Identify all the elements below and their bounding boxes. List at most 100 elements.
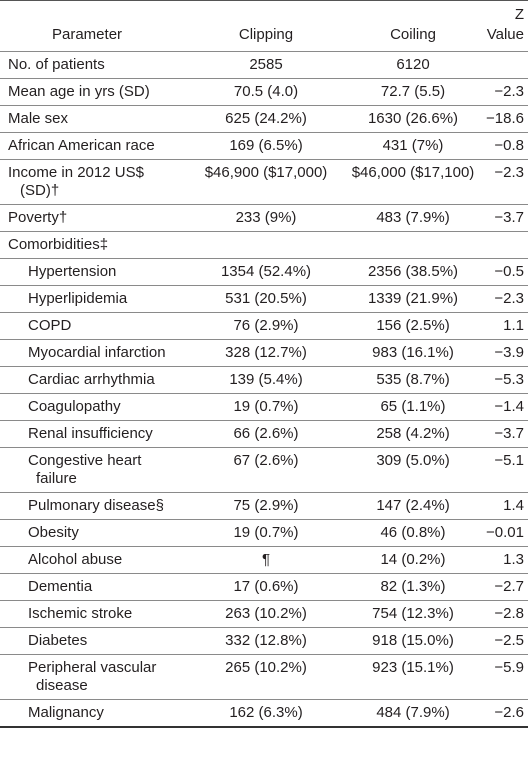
- clipping-cell: 67 (2.6%): [186, 447, 346, 493]
- table-row: Peripheral vascular disease 265 (10.2%) 92…: [0, 654, 528, 700]
- z-value-cell: −5.3: [480, 366, 528, 394]
- coiling-cell: 754 (12.3%): [346, 600, 480, 628]
- z-value-cell: 1.1: [480, 312, 528, 340]
- parameter-cell: Myocardial infarction: [0, 339, 186, 367]
- table-row: Alcohol abuse ¶ 14 (0.2%) 1.3: [0, 546, 528, 574]
- column-header: Z Value: [486, 6, 524, 43]
- coiling-cell: 147 (2.4%): [346, 492, 480, 520]
- z-value-cell: −1.4: [480, 393, 528, 421]
- table-row: African American race 169 (6.5%) 431 (7%) −…: [0, 132, 528, 160]
- table-row: Myocardial infarction 328 (12.7%) 983 (16.…: [0, 339, 528, 367]
- clipping-cell: 19 (0.7%): [186, 393, 346, 421]
- parameter-cell: Ischemic stroke: [0, 600, 186, 628]
- table-row: COPD 76 (2.9%) 156 (2.5%) 1.1: [0, 312, 528, 340]
- parameter-cell: Cardiac arrhythmia: [0, 366, 186, 394]
- z-value-cell: −2.8: [480, 600, 528, 628]
- parameter-cell: Hyperlipidemia: [0, 285, 186, 313]
- table-body: No. of patients 2585 6120 Mean age in yrs (…: [0, 51, 528, 728]
- parameter-cell: COPD: [0, 312, 186, 340]
- z-value-cell: 1.4: [480, 492, 528, 520]
- parameter-cell: Obesity: [0, 519, 186, 547]
- table-row: Ischemic stroke 263 (10.2%) 754 (12.3%) −2.…: [0, 600, 528, 628]
- coiling-cell: 6120: [346, 51, 480, 79]
- table-row: Mean age in yrs (SD) 70.5 (4.0) 72.7 (5.5)…: [0, 78, 528, 106]
- table-row: Cardiac arrhythmia 139 (5.4%) 535 (8.7%) −5…: [0, 366, 528, 394]
- coiling-cell: 484 (7.9%): [346, 699, 480, 728]
- coiling-cell: 72.7 (5.5): [346, 78, 480, 106]
- z-value-cell: −0.8: [480, 132, 528, 160]
- z-value-cell: −5.9: [480, 654, 528, 700]
- parameter-cell: Pulmonary disease§: [0, 492, 186, 520]
- coiling-cell: 2356 (38.5%): [346, 258, 480, 286]
- z-value-cell: −5.1: [480, 447, 528, 493]
- table-row: Hyperlipidemia 531 (20.5%) 1339 (21.9%) −2.…: [0, 285, 528, 313]
- z-value-cell: −3.7: [480, 204, 528, 232]
- table-head: Parameter Clipping Coiling Z Value: [0, 0, 528, 52]
- table-row: Malignancy 162 (6.3%) 484 (7.9%) −2.6: [0, 699, 528, 728]
- clipping-cell: 76 (2.9%): [186, 312, 346, 340]
- z-value-cell: −2.3: [480, 159, 528, 205]
- z-value-cell: −2.7: [480, 573, 528, 601]
- table-row: Male sex 625 (24.2%) 1630 (26.6%) −18.6: [0, 105, 528, 133]
- parameter-cell: African American race: [0, 132, 186, 160]
- z-value-cell: −3.7: [480, 420, 528, 448]
- z-value-cell: −0.5: [480, 258, 528, 286]
- clipping-cell: 2585: [186, 51, 346, 79]
- table-row: Obesity 19 (0.7%) 46 (0.8%) −0.01: [0, 519, 528, 547]
- parameter-cell: Income in 2012 US$ (SD)†: [0, 159, 186, 205]
- data-table: Parameter Clipping Coiling Z Value No. o…: [0, 0, 528, 728]
- empty-cell: [186, 231, 346, 259]
- parameter-cell: No. of patients: [0, 51, 186, 79]
- section-row: Comorbidities‡: [0, 231, 528, 259]
- coiling-cell: 918 (15.0%): [346, 627, 480, 655]
- table-row: Income in 2012 US$ (SD)† $46,900 ($17,000…: [0, 159, 528, 205]
- table-row: Pulmonary disease§ 75 (2.9%) 147 (2.4%) 1.4: [0, 492, 528, 520]
- parameter-cell: Peripheral vascular disease: [0, 654, 186, 700]
- coiling-cell: 1339 (21.9%): [346, 285, 480, 313]
- coiling-cell: 983 (16.1%): [346, 339, 480, 367]
- table-row: Poverty† 233 (9%) 483 (7.9%) −3.7: [0, 204, 528, 232]
- clipping-cell: 70.5 (4.0): [186, 78, 346, 106]
- z-value-cell: 1.3: [480, 546, 528, 574]
- clipping-cell: 19 (0.7%): [186, 519, 346, 547]
- z-value-cell: −2.6: [480, 699, 528, 728]
- coiling-cell: $46,000 ($17,100): [346, 159, 480, 205]
- parameter-cell: Poverty†: [0, 204, 186, 232]
- parameter-cell: Malignancy: [0, 699, 186, 728]
- clipping-cell: 75 (2.9%): [186, 492, 346, 520]
- coiling-cell: 1630 (26.6%): [346, 105, 480, 133]
- parameter-cell: Male sex: [0, 105, 186, 133]
- clipping-cell: 162 (6.3%): [186, 699, 346, 728]
- clipping-cell: 265 (10.2%): [186, 654, 346, 700]
- z-value-cell: −18.6: [480, 105, 528, 133]
- header-row: Parameter Clipping Coiling Z Value: [0, 0, 528, 52]
- column-header: Coiling: [390, 26, 436, 43]
- parameter-cell: Dementia: [0, 573, 186, 601]
- clipping-cell: 625 (24.2%): [186, 105, 346, 133]
- coiling-cell: 431 (7%): [346, 132, 480, 160]
- clipping-cell: 17 (0.6%): [186, 573, 346, 601]
- z-value-cell: −2.5: [480, 627, 528, 655]
- table-row: Congestive heart failure 67 (2.6%) 309 (5.…: [0, 447, 528, 493]
- clipping-cell: 233 (9%): [186, 204, 346, 232]
- clipping-cell: 263 (10.2%): [186, 600, 346, 628]
- clipping-cell: 66 (2.6%): [186, 420, 346, 448]
- coiling-cell: 14 (0.2%): [346, 546, 480, 574]
- clipping-cell: 1354 (52.4%): [186, 258, 346, 286]
- empty-cell: [346, 231, 480, 259]
- coiling-cell: 82 (1.3%): [346, 573, 480, 601]
- coiling-cell: 923 (15.1%): [346, 654, 480, 700]
- z-value-cell: −0.01: [480, 519, 528, 547]
- coiling-cell: 46 (0.8%): [346, 519, 480, 547]
- clipping-cell: 169 (6.5%): [186, 132, 346, 160]
- parameter-cell: Coagulopathy: [0, 393, 186, 421]
- table-row: Coagulopathy 19 (0.7%) 65 (1.1%) −1.4: [0, 393, 528, 421]
- column-header: Clipping: [238, 26, 294, 43]
- coiling-cell: 483 (7.9%): [346, 204, 480, 232]
- coiling-cell: 535 (8.7%): [346, 366, 480, 394]
- coiling-cell: 65 (1.1%): [346, 393, 480, 421]
- z-value-cell: −2.3: [480, 78, 528, 106]
- table-row: Hypertension 1354 (52.4%) 2356 (38.5%) −0.5: [0, 258, 528, 286]
- parameter-cell: Alcohol abuse: [0, 546, 186, 574]
